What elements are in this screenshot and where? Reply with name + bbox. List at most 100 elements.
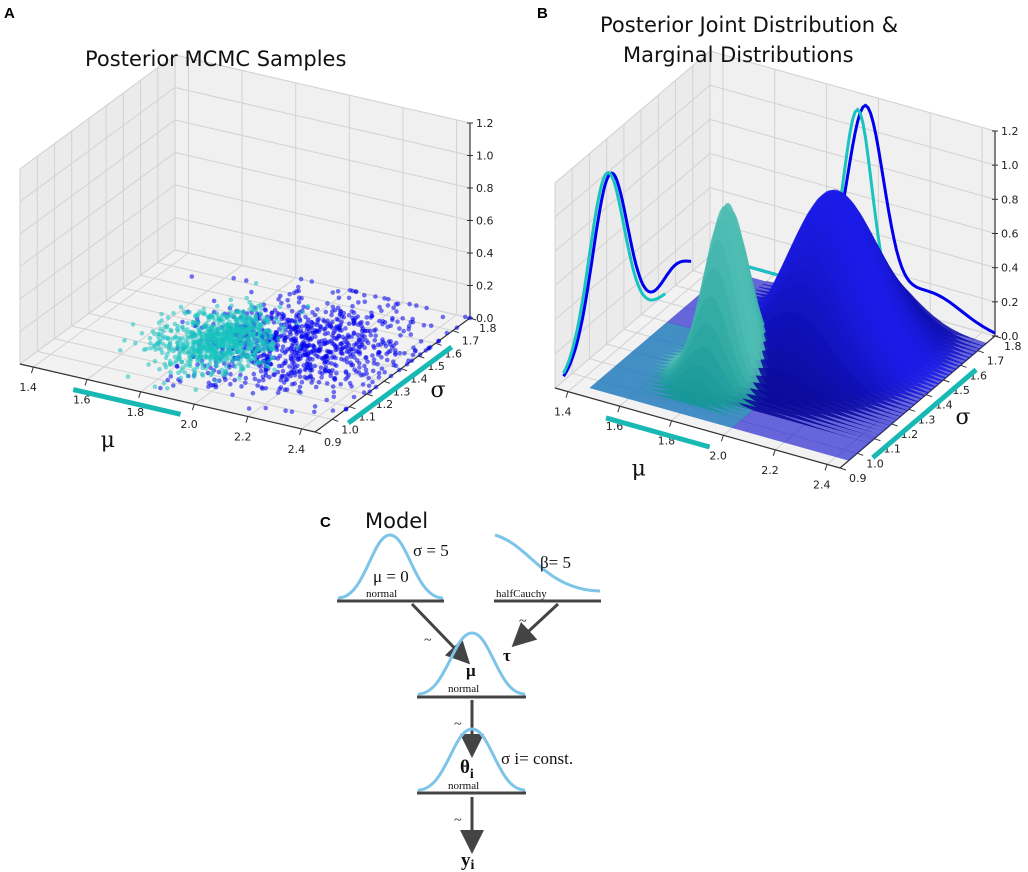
sample-point xyxy=(246,358,251,364)
sample-point xyxy=(336,295,342,301)
sample-point xyxy=(302,374,308,380)
sample-point xyxy=(349,334,355,339)
sample-point xyxy=(280,368,286,374)
sample-point xyxy=(276,319,281,325)
z-tick-label: 0.0 xyxy=(1001,330,1019,343)
sample-point xyxy=(298,330,304,335)
cyan-surface-slice xyxy=(599,379,743,420)
mu-axis-line xyxy=(19,363,316,433)
sample-point xyxy=(267,333,273,339)
sample-point xyxy=(321,317,326,323)
sample-point xyxy=(362,345,367,350)
sample-point xyxy=(247,316,253,321)
sample-point xyxy=(157,332,163,337)
sample-point xyxy=(332,377,338,383)
gridline xyxy=(554,84,711,218)
sample-point xyxy=(401,328,406,334)
sample-point xyxy=(201,306,207,312)
sample-point xyxy=(212,318,218,323)
sample-point xyxy=(183,338,188,344)
sample-point xyxy=(171,311,176,316)
sample-point xyxy=(299,324,305,329)
sample-point xyxy=(225,352,230,357)
sigma-tick xyxy=(857,452,864,456)
sample-point xyxy=(392,350,398,356)
sample-point xyxy=(156,342,161,347)
sample-point xyxy=(165,386,170,391)
mu-tick xyxy=(299,428,303,436)
gridline xyxy=(554,153,711,286)
mu-tick-label: 1.4 xyxy=(554,406,572,419)
sample-point xyxy=(334,370,339,376)
sample-point xyxy=(397,367,402,373)
sample-point xyxy=(214,378,219,384)
sample-point xyxy=(388,339,394,344)
sample-point xyxy=(324,381,330,386)
sample-point xyxy=(223,372,228,378)
sample-point xyxy=(200,373,206,378)
sample-point xyxy=(373,384,379,390)
sample-point xyxy=(342,336,348,342)
sample-point xyxy=(370,368,376,374)
sample-point xyxy=(175,328,181,334)
sample-point xyxy=(320,371,325,376)
sample-point xyxy=(257,325,263,331)
gridline xyxy=(19,184,176,300)
sample-point xyxy=(362,363,367,369)
sample-point xyxy=(160,341,166,347)
sample-point xyxy=(353,315,359,321)
z-tick-label: 1.0 xyxy=(1001,159,1019,172)
sample-point xyxy=(210,347,216,353)
sample-point xyxy=(295,320,301,326)
dist-label-normal: normal xyxy=(366,588,397,600)
sample-point xyxy=(152,359,158,364)
sample-point xyxy=(303,352,309,358)
sample-point xyxy=(264,337,269,343)
mu-tick xyxy=(772,449,776,456)
sample-point xyxy=(269,355,275,361)
sample-point xyxy=(360,382,366,387)
sample-point xyxy=(168,327,173,333)
sample-point xyxy=(237,375,242,381)
sigma-tick xyxy=(349,406,356,410)
sample-point xyxy=(260,374,266,380)
sample-point xyxy=(307,361,313,367)
sigma-tick xyxy=(943,379,950,383)
sample-point xyxy=(454,325,460,331)
sample-point xyxy=(318,324,323,329)
sample-point xyxy=(373,327,378,332)
sample-point xyxy=(234,322,239,328)
sample-point xyxy=(172,354,178,360)
sample-point xyxy=(230,333,235,338)
panel-a-label: A xyxy=(4,5,15,22)
sample-point xyxy=(280,344,286,350)
sample-point xyxy=(325,330,331,336)
sample-point xyxy=(178,375,184,381)
sample-point xyxy=(319,375,324,380)
sample-point xyxy=(379,366,385,371)
sample-point xyxy=(191,374,197,380)
sample-point xyxy=(287,329,293,335)
sample-point xyxy=(320,356,326,361)
gridline xyxy=(19,54,176,170)
sample-point xyxy=(182,370,188,375)
sample-point xyxy=(250,333,255,339)
sample-point xyxy=(209,326,215,331)
sample-point xyxy=(255,359,261,365)
sample-point xyxy=(364,338,369,343)
sample-point xyxy=(179,350,184,355)
panel-a-title: Posterior MCMC Samples xyxy=(85,47,346,71)
sample-point xyxy=(215,312,220,318)
sample-point xyxy=(312,312,318,318)
sample-point xyxy=(343,344,348,350)
sample-point xyxy=(236,309,242,315)
sample-point xyxy=(256,378,262,384)
sample-point xyxy=(331,394,337,400)
sample-point xyxy=(228,297,234,303)
sample-point xyxy=(283,358,288,364)
sample-point xyxy=(404,361,410,367)
mu-interval-bar xyxy=(605,415,711,450)
sigma-tick xyxy=(366,393,373,397)
sample-point xyxy=(228,355,234,361)
sample-point xyxy=(395,319,400,325)
